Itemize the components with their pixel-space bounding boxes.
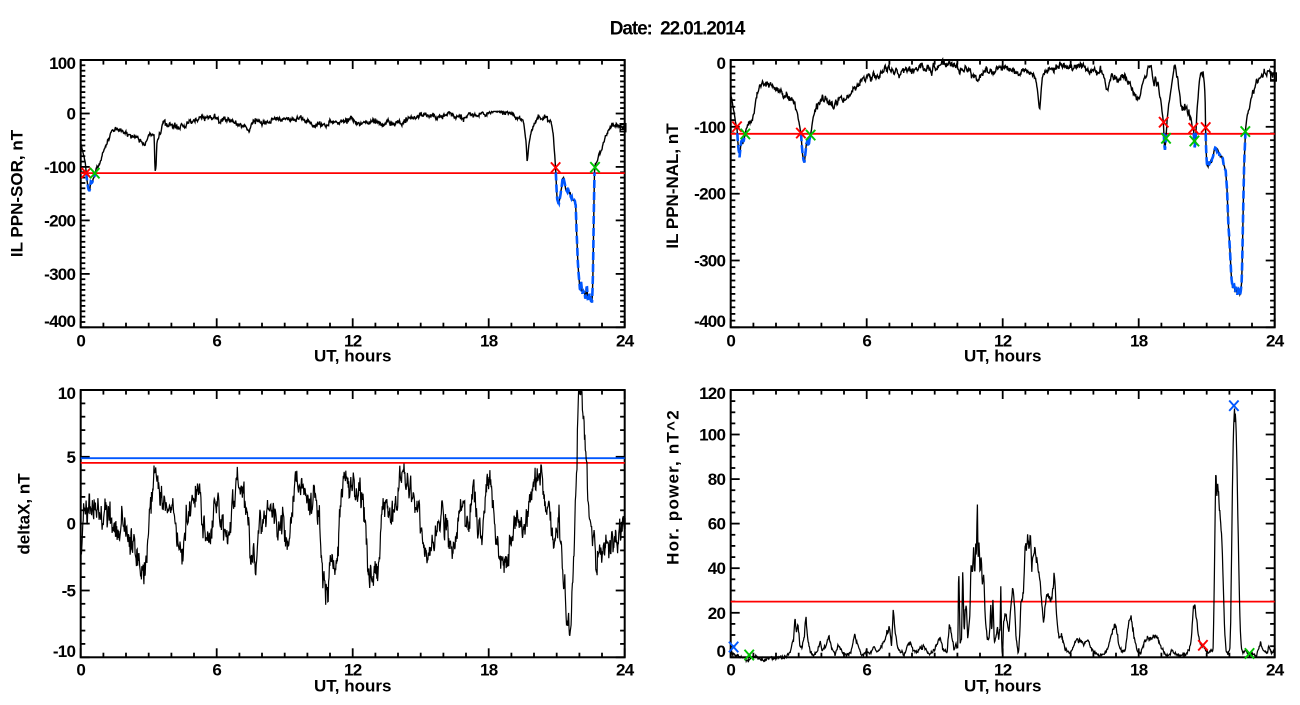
svg-text:0: 0 (76, 332, 85, 351)
svg-text:0: 0 (66, 105, 75, 124)
svg-text:80: 80 (708, 470, 726, 489)
svg-text:0: 0 (716, 642, 725, 661)
svg-text:6: 6 (212, 332, 221, 351)
svg-text:18: 18 (1130, 332, 1148, 351)
svg-text:-100: -100 (694, 118, 725, 137)
svg-text:6: 6 (212, 661, 221, 680)
svg-text:0: 0 (726, 332, 735, 351)
svg-text:5: 5 (66, 448, 75, 467)
svg-text:24: 24 (616, 661, 635, 680)
svg-text:-300: -300 (44, 265, 75, 284)
svg-text:UT, hours: UT, hours (314, 347, 391, 366)
svg-text:6: 6 (862, 332, 871, 351)
svg-text:deltaX, nT: deltaX, nT (15, 473, 34, 555)
svg-text:-5: -5 (62, 582, 76, 601)
svg-text:0: 0 (76, 661, 85, 680)
svg-text:20: 20 (708, 604, 726, 623)
svg-text:6: 6 (862, 661, 871, 680)
svg-text:-300: -300 (694, 252, 725, 271)
svg-text:120: 120 (699, 384, 725, 403)
svg-text:24: 24 (1266, 332, 1285, 351)
svg-text:UT, hours: UT, hours (314, 677, 391, 696)
svg-text:UT, hours: UT, hours (964, 347, 1041, 366)
svg-text:18: 18 (1130, 661, 1148, 680)
svg-text:IL PPN-SOR, nT: IL PPN-SOR, nT (8, 129, 27, 257)
svg-text:IL PPN-NAL, nT: IL PPN-NAL, nT (663, 123, 682, 249)
svg-text:0: 0 (66, 515, 75, 534)
svg-text:40: 40 (708, 559, 726, 578)
svg-text:24: 24 (616, 332, 635, 351)
svg-text:100: 100 (699, 426, 725, 445)
svg-text:0: 0 (716, 54, 725, 73)
svg-text:60: 60 (708, 515, 726, 534)
svg-text:12: 12 (344, 332, 362, 351)
svg-text:12: 12 (994, 661, 1012, 680)
svg-text:0: 0 (726, 661, 735, 680)
svg-text:18: 18 (480, 332, 498, 351)
svg-text:-200: -200 (44, 211, 75, 230)
svg-text:12: 12 (994, 332, 1012, 351)
svg-text:-200: -200 (694, 185, 725, 204)
svg-text:100: 100 (49, 54, 75, 73)
svg-text:-10: -10 (53, 642, 76, 661)
svg-text:24: 24 (1266, 661, 1285, 680)
svg-text:10: 10 (58, 384, 76, 403)
svg-text:18: 18 (480, 661, 498, 680)
svg-text:Date: 22.01.2014: Date: 22.01.2014 (610, 19, 746, 40)
svg-text:12: 12 (344, 661, 362, 680)
svg-text:UT, hours: UT, hours (964, 677, 1041, 696)
svg-text:Hor. power, nT^2: Hor. power, nT^2 (664, 409, 683, 565)
svg-text:-100: -100 (44, 158, 75, 177)
svg-text:-400: -400 (44, 312, 75, 331)
svg-text:-400: -400 (694, 312, 725, 331)
